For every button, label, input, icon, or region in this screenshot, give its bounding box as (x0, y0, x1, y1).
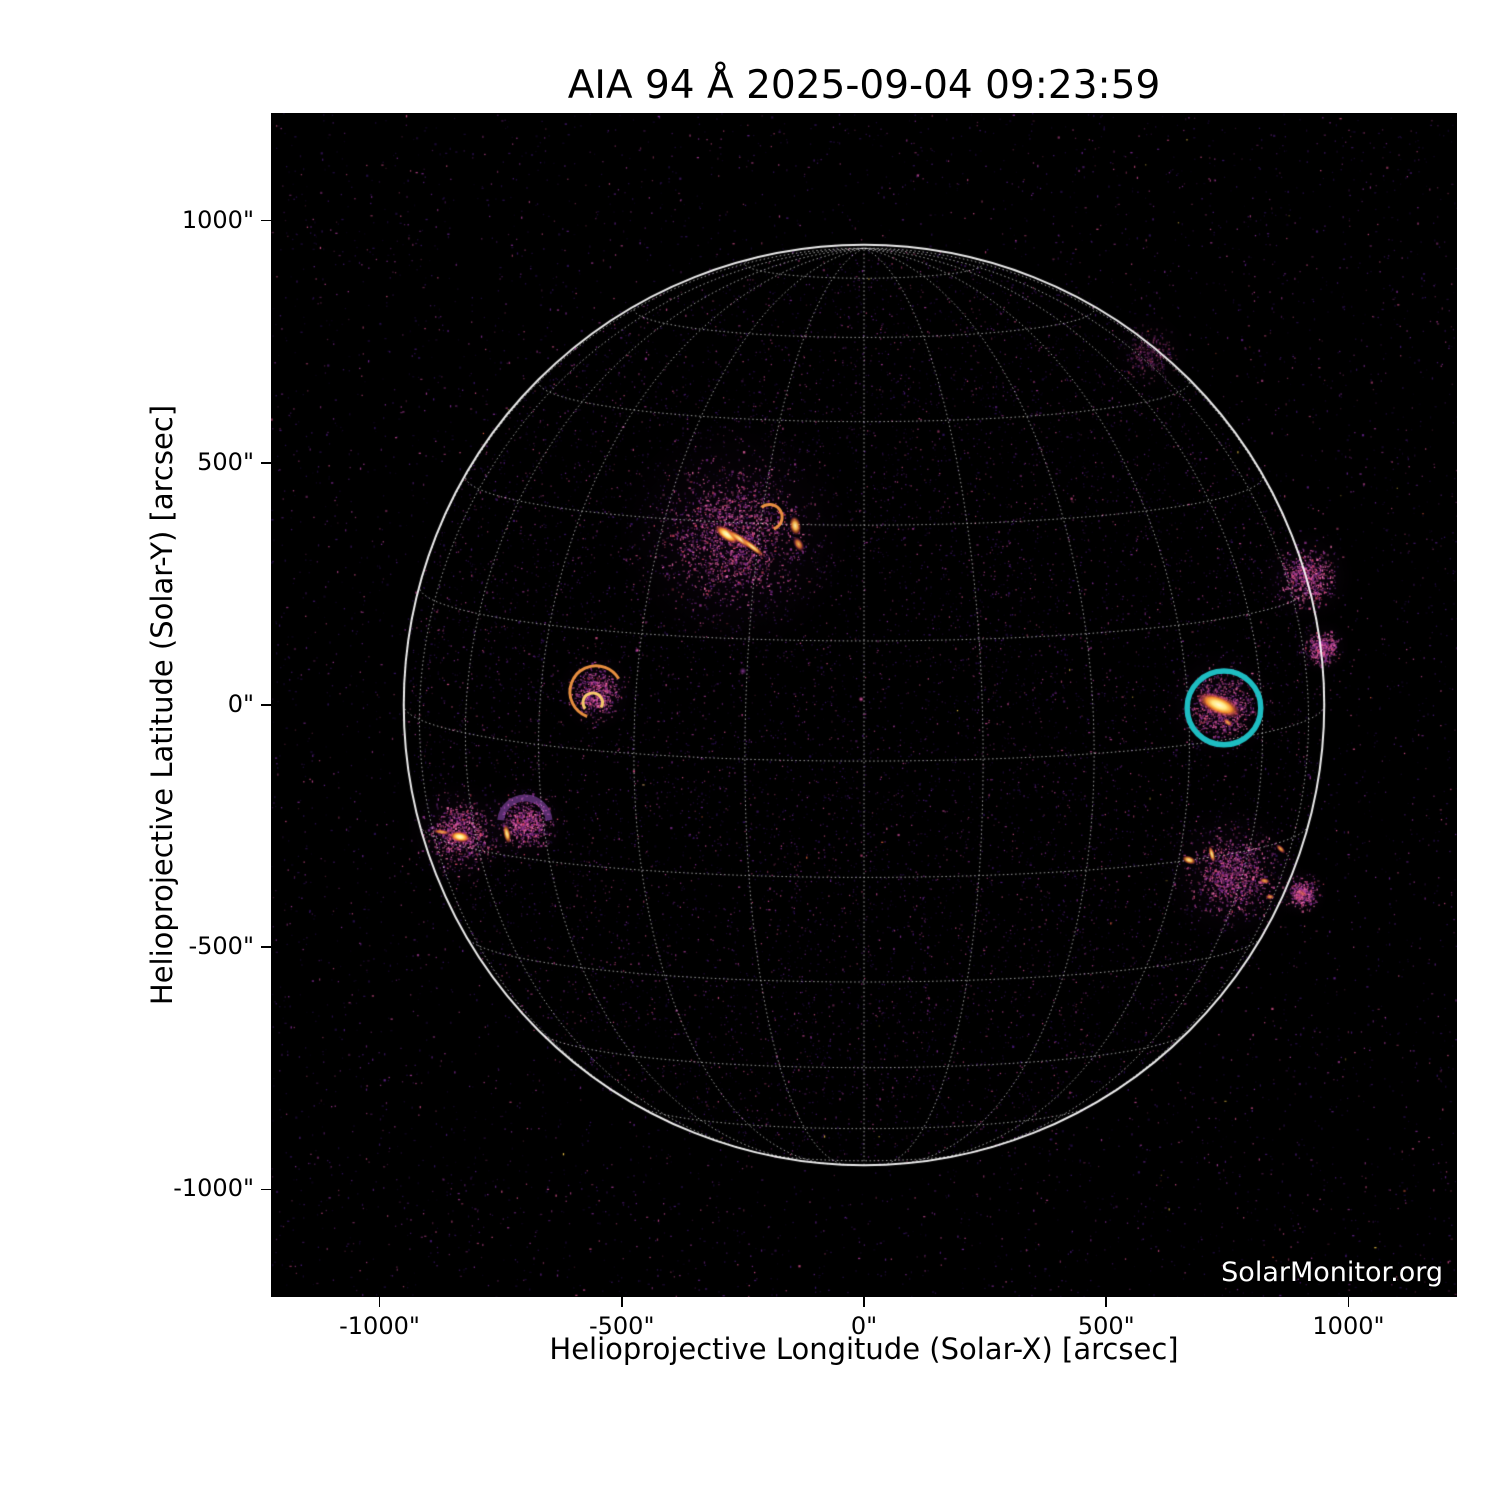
plot-title: AIA 94 Å 2025-09-04 09:23:59 (567, 63, 1161, 108)
x-tick-label: 0" (850, 1312, 878, 1340)
y-tick-mark (261, 704, 271, 706)
y-tick-mark (261, 1188, 271, 1191)
y-tick-label: 500" (197, 447, 254, 476)
y-tick-mark (261, 219, 271, 222)
y-tick-mark (261, 946, 271, 949)
x-tick-label: -1000" (339, 1312, 420, 1340)
watermark-text: SolarMonitor.org (1221, 1257, 1443, 1288)
y-tick-label: -1000" (173, 1174, 254, 1203)
x-axis-label: Helioprojective Longitude (Solar-X) [arc… (549, 1332, 1179, 1366)
x-tick-mark (1347, 1297, 1350, 1307)
x-tick-mark (863, 1297, 865, 1307)
x-tick-mark (378, 1297, 381, 1307)
x-tick-label: 1000" (1312, 1312, 1385, 1340)
solar-disk-canvas (271, 113, 1457, 1297)
y-tick-label: 1000" (181, 205, 254, 234)
x-tick-label: -500" (588, 1312, 655, 1340)
y-tick-label: -500" (188, 932, 254, 961)
y-tick-label: 0" (227, 690, 254, 718)
x-tick-label: 500" (1077, 1312, 1135, 1340)
x-tick-mark (1105, 1297, 1108, 1307)
x-tick-mark (620, 1297, 623, 1307)
y-tick-mark (261, 461, 271, 464)
plot-area: SolarMonitor.org (271, 113, 1457, 1297)
y-axis-label: Helioprojective Latitude (Solar-Y) [arcs… (145, 404, 179, 1006)
